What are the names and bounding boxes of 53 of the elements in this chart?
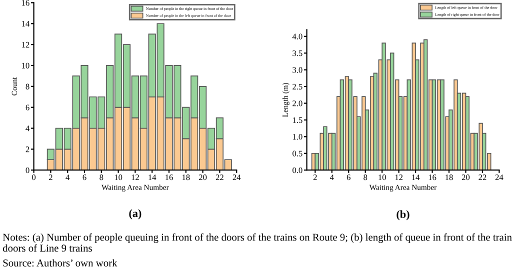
y-tick-label: 10: [22, 62, 30, 68]
y-tick-label: 0: [26, 167, 30, 174]
text: (a): [129, 209, 142, 220]
x-tick-label: 0: [32, 174, 36, 180]
x-tick-label: 20: [462, 174, 470, 180]
x-tick-label: 6: [82, 174, 86, 180]
x-tick-label: 20: [199, 174, 207, 180]
x-tick-label: 24: [232, 174, 241, 180]
x-tick-label: 22: [216, 174, 224, 180]
x-tick-label: 2: [48, 174, 52, 180]
x-tick-label: 14: [148, 174, 156, 180]
y-tick-label: 3.5: [292, 50, 302, 56]
x-tick-label: 12: [395, 174, 403, 180]
x-tick-label: 2: [313, 174, 317, 180]
bar: [382, 42, 386, 170]
x-tick-label: 10: [114, 174, 122, 180]
y-tick-label: 4.0: [292, 34, 302, 40]
text: Notes: (a) Number of people queuing in front of the doors of the trains on Route 9; (b) length of queue in front of the train doors of Line 9 trains: [2, 233, 512, 252]
y-tick-label: 0.5: [292, 150, 302, 156]
x-tick-label: 12: [132, 174, 139, 180]
x-tick-label: 10: [378, 174, 386, 180]
bar: [465, 96, 470, 170]
y-tick-label: 4: [26, 126, 30, 132]
x-tick-label: 8: [100, 174, 104, 180]
y-tick-label: 2: [26, 146, 30, 152]
y-tick-label: 0.0: [292, 167, 302, 174]
y-tick-label: 14: [22, 21, 30, 27]
y-tick-label: 8: [26, 84, 30, 90]
x-tick-label: 16: [166, 174, 173, 180]
x-tick-label: 4: [66, 174, 70, 180]
x-tick-label: 18: [446, 174, 453, 180]
source-note: Source: Authors’ own work: [3, 259, 118, 267]
y-tick-label: 12: [22, 42, 30, 48]
bar: [440, 79, 444, 170]
x-tick-label: 16: [428, 174, 436, 180]
y-tick-label: 3.0: [292, 67, 302, 73]
bar: [432, 79, 436, 170]
y-tick-label: 2.0: [292, 100, 302, 106]
y-tick-label: 16: [22, 0, 30, 6]
x-tick-label: 18: [182, 174, 190, 180]
x-tick-label: 24: [495, 174, 504, 180]
x-tick-label: 6: [346, 174, 350, 180]
y-tick-label: 1.5: [292, 117, 302, 123]
x-tick-label: 22: [478, 174, 486, 180]
x-tick-label: 8: [364, 174, 368, 180]
x-tick-label: 14: [412, 174, 420, 180]
text: (b): [396, 210, 410, 220]
bar: [323, 126, 328, 170]
bar: [423, 39, 428, 170]
y-tick-label: 1.0: [292, 134, 302, 140]
y-tick-label: 2.5: [292, 84, 302, 90]
y-tick-label: 6: [26, 104, 30, 110]
x-tick-label: 4: [330, 174, 334, 180]
